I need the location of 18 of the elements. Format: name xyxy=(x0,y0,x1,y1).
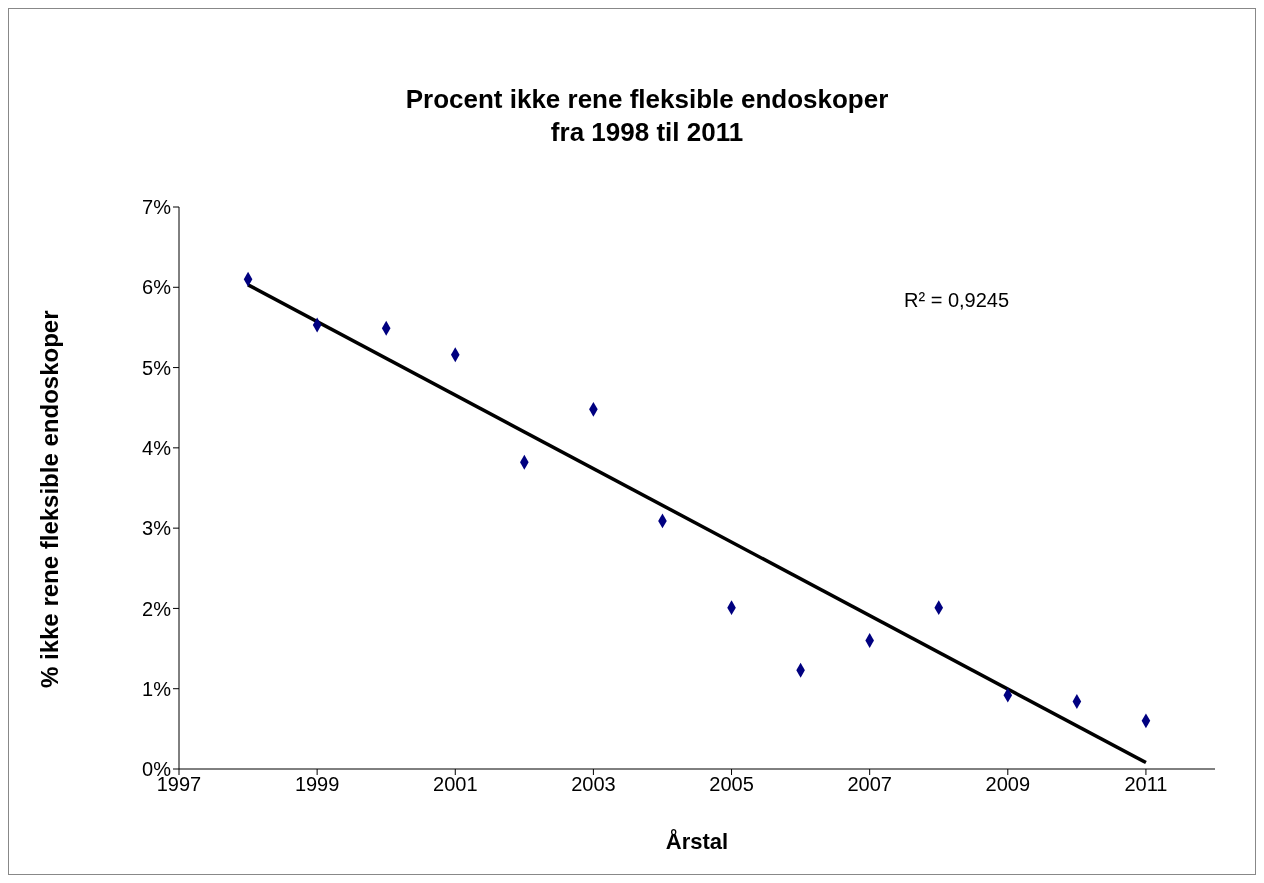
x-tick-label: 2011 xyxy=(1124,773,1168,796)
chart-title: Procent ikke rene fleksible endoskoper fra 1998 til 2011 xyxy=(404,83,890,149)
x-tick-label: 2005 xyxy=(709,773,754,796)
y-tick-label: 6% xyxy=(142,276,172,299)
y-tick-label: 3% xyxy=(142,517,172,540)
x-tick-label: 1999 xyxy=(294,773,340,796)
y-axis-title: % ikke rene fleksible endoskoper xyxy=(35,310,63,688)
y-tick-label: 1% xyxy=(142,677,172,700)
y-tick-label: 4% xyxy=(142,436,172,459)
annotation: R² = 0,9245 xyxy=(904,289,1010,312)
x-tick-label: 2007 xyxy=(847,773,892,796)
x-tick-label: 2009 xyxy=(985,773,1031,796)
y-tick-label: 2% xyxy=(142,597,172,620)
y-tick-label: 7% xyxy=(142,196,172,219)
x-tick-label: 2003 xyxy=(571,773,616,796)
x-axis-title: Årstal xyxy=(665,828,729,854)
x-tick-label: 2001 xyxy=(433,773,478,796)
y-tick-label: 5% xyxy=(142,356,172,379)
